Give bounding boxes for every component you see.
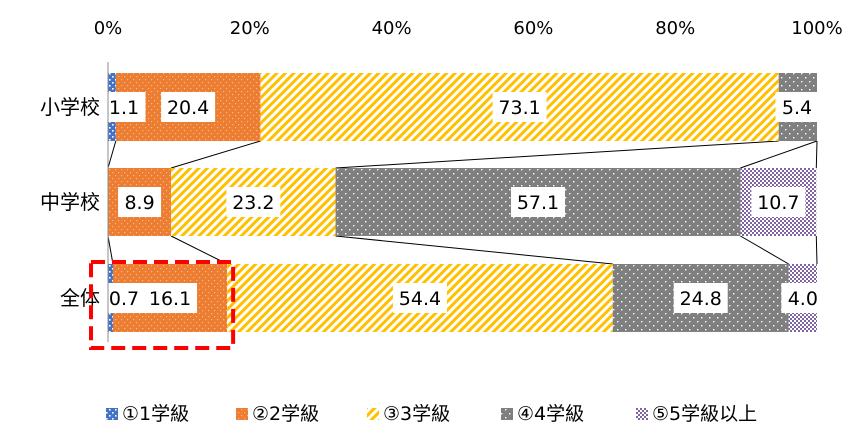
x-tick-label-1: 20% <box>230 18 270 39</box>
category-label-2: 全体 <box>60 286 100 310</box>
data-label-1-s3: 73.1 <box>498 97 540 119</box>
connector-1-1 <box>107 140 117 169</box>
legend-swatch-s4 <box>501 408 513 420</box>
connector-2-1 <box>107 235 114 265</box>
legend-label-s5: ⑤5学級以上 <box>652 403 757 425</box>
x-tick-label-2: 40% <box>372 18 412 39</box>
data-label-1-s1: 1.1 <box>109 97 139 119</box>
x-axis-ticks: 0% 20% 40% 60% 80% 100% <box>94 18 843 39</box>
legend-swatch-s2 <box>236 408 248 420</box>
category-label-1: 中学校 <box>40 190 100 214</box>
x-tick-label-0: 0% <box>94 18 123 39</box>
connector-1-4 <box>740 140 818 169</box>
data-label-3-s3: 54.4 <box>399 288 441 310</box>
legend-swatch-s5 <box>636 408 648 420</box>
highlight-dashed-box <box>89 260 236 350</box>
x-tick-label-5: 100% <box>791 18 842 39</box>
series-connector-lines <box>107 140 818 265</box>
legend-label-s3: ③3学級 <box>383 403 450 425</box>
connector-1-3 <box>335 140 779 169</box>
legend-label-s1: ①1学級 <box>122 403 189 425</box>
x-tick-label-4: 80% <box>655 18 695 39</box>
data-label-1-s2: 20.4 <box>167 97 209 119</box>
data-labels: 1.1 20.4 73.1 5.4 8.9 23.2 57.1 10.7 0.7 16.1 54.4… <box>102 92 825 313</box>
data-label-3-s1: 0.7 <box>109 288 139 310</box>
data-label-box-3-s2 <box>143 283 198 313</box>
connector-2-5 <box>815 235 818 265</box>
bar-segments <box>108 73 817 332</box>
data-label-1-s4: 5.4 <box>782 97 812 119</box>
data-label-2-s3: 23.2 <box>232 192 274 214</box>
legend-label-s2: ②2学級 <box>252 403 319 425</box>
data-label-2-s5: 10.7 <box>757 192 799 214</box>
data-label-2-s2: 8.9 <box>124 192 154 214</box>
legend: ①1学級 ②2学級 ③3学級 ④4学級 ⑤5学級以上 <box>106 403 757 425</box>
data-label-box-2-s5 <box>751 187 806 217</box>
legend-swatch-s1 <box>106 408 118 420</box>
data-label-box-3-s1 <box>102 283 146 313</box>
data-label-box-2-s3 <box>226 187 281 217</box>
data-label-box-2-s4 <box>511 187 566 217</box>
data-label-3-s2: 16.1 <box>149 288 191 310</box>
data-label-3-s4: 24.8 <box>680 288 722 310</box>
data-label-box-3-s5 <box>781 283 825 313</box>
legend-label-s4: ④4学級 <box>517 403 584 425</box>
x-tick-label-3: 60% <box>513 18 553 39</box>
data-label-box-2-s2 <box>118 187 162 217</box>
data-label-box-3-s4 <box>673 283 728 313</box>
legend-swatch-s3 <box>367 408 379 420</box>
data-label-box-1-s2 <box>161 92 216 122</box>
data-label-box-1-s3 <box>492 92 547 122</box>
connector-2-4 <box>740 235 789 265</box>
data-label-box-1-s1 <box>102 92 146 122</box>
connector-2-3 <box>335 235 613 265</box>
data-label-box-1-s4 <box>775 92 819 122</box>
data-label-3-s5: 4.0 <box>788 288 818 310</box>
connector-2-2 <box>170 235 228 265</box>
data-label-box-3-s3 <box>392 283 447 313</box>
connector-1-2 <box>170 140 261 169</box>
connector-1-5 <box>815 140 818 169</box>
category-label-0: 小学校 <box>40 95 100 119</box>
data-label-2-s4: 57.1 <box>517 192 559 214</box>
